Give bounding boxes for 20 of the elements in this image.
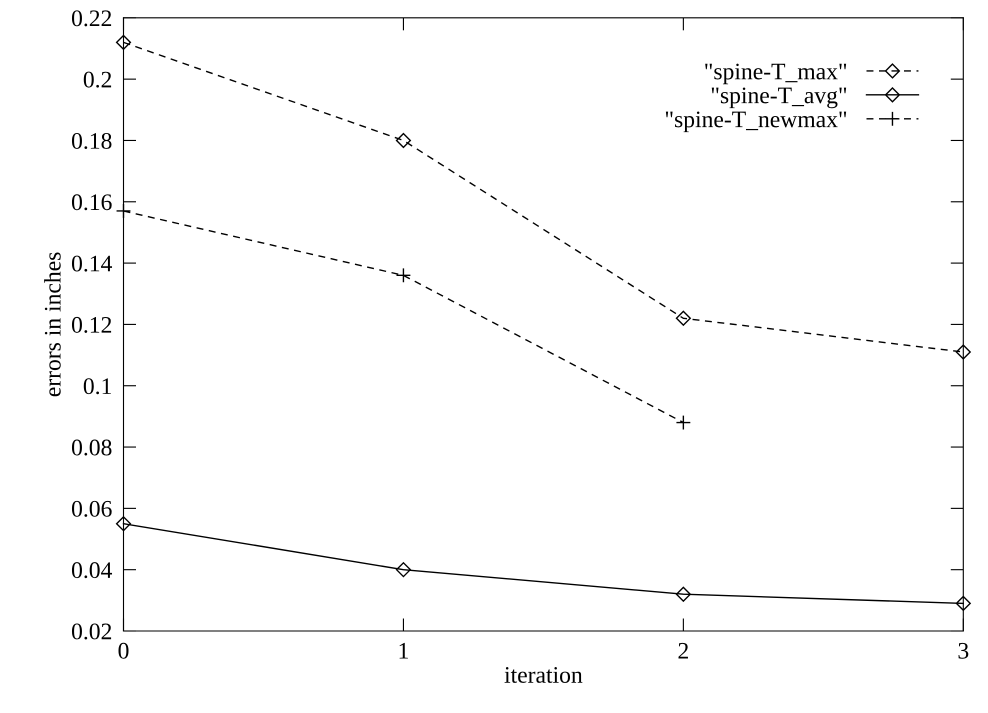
y-tick-label: 0.22 [72,10,112,26]
y-tick-label: 0.04 [72,562,112,578]
y-tick-label: 0.18 [72,132,112,149]
y-tick-label: 0.08 [72,440,112,456]
x-tick-label: 2 [678,642,688,658]
y-tick-label: 0.2 [84,72,112,88]
y-tick-label: 0.02 [72,623,112,640]
legend-label: "spine-T_newmax" [666,111,846,132]
x-axis-title: iteration [504,667,582,683]
y-axis-title: errors in inches [44,252,61,396]
y-tick-label: 0.16 [72,194,112,210]
y-tick-label: 0.12 [72,316,112,333]
x-tick-label: 3 [958,642,968,659]
x-tick-label: 0 [118,642,129,659]
y-tick-label: 0.14 [72,256,112,272]
y-tick-label: 0.06 [72,500,112,517]
y-tick-label: 0.1 [84,378,111,394]
legend-label: "spine-T_max" [705,64,846,84]
x-tick-label: 1 [400,642,408,658]
legend-label: "spine-T_avg" [712,87,846,108]
